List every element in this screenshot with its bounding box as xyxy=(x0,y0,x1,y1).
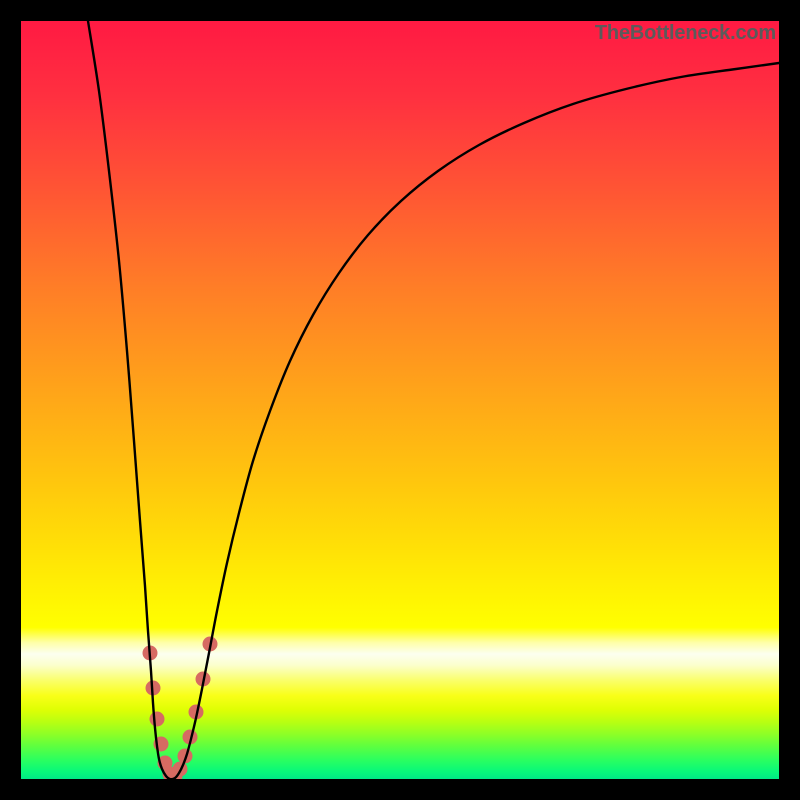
trough-curve xyxy=(88,21,779,779)
chart-frame: TheBottleneck.com xyxy=(0,0,800,800)
watermark-text: TheBottleneck.com xyxy=(595,22,776,45)
curve-layer xyxy=(21,21,779,779)
trough-marker-dot xyxy=(150,712,165,727)
plot-area xyxy=(21,21,779,779)
